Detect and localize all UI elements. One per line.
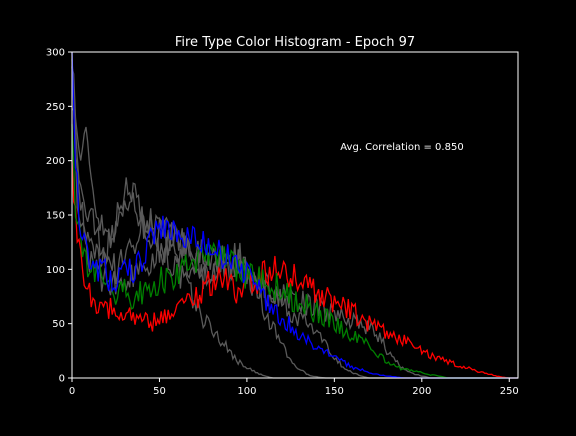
x-tick-label: 0: [69, 386, 75, 397]
x-tick-label: 50: [153, 386, 166, 397]
y-tick-label: 50: [52, 319, 65, 330]
x-tick-label: 150: [325, 386, 344, 397]
y-tick-label: 200: [46, 156, 65, 167]
y-tick-label: 0: [59, 374, 65, 385]
x-tick-label: 100: [237, 386, 256, 397]
chart-title: Fire Type Color Histogram - Epoch 97: [175, 35, 415, 50]
x-tick-label: 200: [412, 386, 431, 397]
axis-layer: 0 50 100 150 200 250 0 50 100 150 200 250 300: [46, 48, 519, 398]
y-tick-label: 250: [46, 102, 65, 113]
correlation-annotation: Avg. Correlation = 0.850: [340, 142, 463, 153]
y-tick-label: 300: [46, 48, 65, 59]
series-line-5: [71, 124, 518, 379]
y-tick-label: 100: [46, 265, 65, 276]
x-tick-label: 250: [500, 386, 519, 397]
series-line-4: [71, 160, 518, 379]
y-tick-label: 150: [46, 211, 65, 222]
